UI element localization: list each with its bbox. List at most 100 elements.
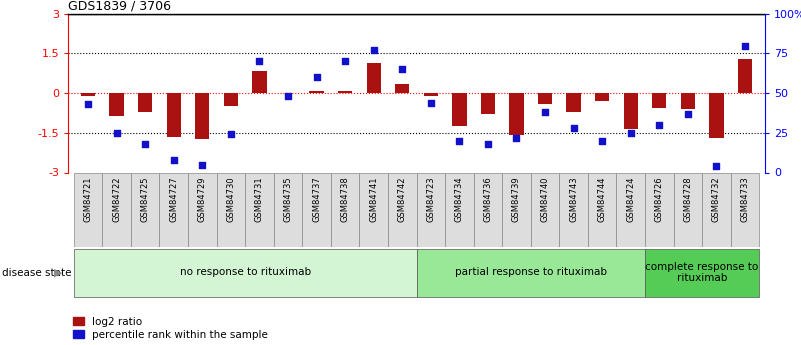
Bar <box>681 93 695 109</box>
Point <box>596 138 609 144</box>
Text: GSM84725: GSM84725 <box>141 176 150 222</box>
Text: no response to rituximab: no response to rituximab <box>179 267 311 277</box>
Legend: log2 ratio, percentile rank within the sample: log2 ratio, percentile rank within the s… <box>74 317 268 340</box>
Bar <box>617 172 645 247</box>
Text: GSM84734: GSM84734 <box>455 176 464 222</box>
Text: GSM84737: GSM84737 <box>312 176 321 222</box>
Text: GSM84727: GSM84727 <box>169 176 179 222</box>
Text: GSM84731: GSM84731 <box>255 176 264 222</box>
Text: GSM84732: GSM84732 <box>712 176 721 222</box>
Bar <box>645 172 674 247</box>
Text: GSM84743: GSM84743 <box>569 176 578 222</box>
Bar <box>81 93 95 96</box>
Bar <box>331 172 360 247</box>
Point <box>339 59 352 64</box>
Bar <box>302 172 331 247</box>
Point <box>167 157 180 162</box>
Bar <box>453 93 466 126</box>
Text: GSM84726: GSM84726 <box>654 176 664 222</box>
Bar <box>195 93 209 139</box>
Bar <box>445 172 473 247</box>
Text: GSM84742: GSM84742 <box>398 176 407 222</box>
Bar <box>131 172 159 247</box>
Text: GSM84740: GSM84740 <box>541 176 549 222</box>
Bar <box>731 172 759 247</box>
Bar <box>624 93 638 129</box>
Bar <box>395 84 409 93</box>
Bar <box>481 93 495 114</box>
Text: disease state: disease state <box>2 268 72 277</box>
Point <box>282 93 295 99</box>
Bar <box>538 93 552 104</box>
Text: GSM84736: GSM84736 <box>484 176 493 222</box>
Bar <box>188 172 216 247</box>
Text: ▶: ▶ <box>54 268 62 277</box>
Bar <box>388 172 417 247</box>
Bar <box>417 249 645 297</box>
Bar <box>309 90 324 93</box>
Text: partial response to rituximab: partial response to rituximab <box>455 267 607 277</box>
Bar <box>245 172 274 247</box>
Point <box>368 48 380 53</box>
Text: GSM84733: GSM84733 <box>740 176 750 222</box>
Text: GSM84739: GSM84739 <box>512 176 521 222</box>
Bar <box>473 172 502 247</box>
Text: GSM84744: GSM84744 <box>598 176 606 222</box>
Point <box>196 162 209 167</box>
Bar <box>223 93 238 106</box>
Bar <box>417 172 445 247</box>
Text: GSM84729: GSM84729 <box>198 176 207 222</box>
Bar <box>103 172 131 247</box>
Text: GSM84722: GSM84722 <box>112 176 121 222</box>
Text: GSM84741: GSM84741 <box>369 176 378 222</box>
Point <box>682 111 694 117</box>
Bar <box>559 172 588 247</box>
Point <box>82 101 95 107</box>
Bar <box>702 172 731 247</box>
Bar <box>167 93 181 137</box>
Bar <box>216 172 245 247</box>
Text: GSM84724: GSM84724 <box>626 176 635 222</box>
Point <box>425 100 437 106</box>
Bar <box>360 172 388 247</box>
Text: complete response to
rituximab: complete response to rituximab <box>646 262 759 283</box>
Point <box>624 130 637 136</box>
Bar <box>424 93 438 96</box>
Bar <box>338 90 352 93</box>
Bar <box>502 172 531 247</box>
Bar <box>252 71 267 93</box>
Bar <box>110 93 124 116</box>
Text: GSM84738: GSM84738 <box>340 176 349 222</box>
Bar <box>367 63 380 93</box>
Point <box>396 67 409 72</box>
Bar <box>74 249 417 297</box>
Point <box>310 75 323 80</box>
Point <box>538 109 551 115</box>
Bar <box>138 93 152 112</box>
Bar <box>159 172 188 247</box>
Text: GSM84728: GSM84728 <box>683 176 692 222</box>
Bar <box>595 93 610 101</box>
Bar <box>674 172 702 247</box>
Point <box>224 132 237 137</box>
Text: GSM84735: GSM84735 <box>284 176 292 222</box>
Point <box>481 141 494 147</box>
Bar <box>709 93 723 138</box>
Point <box>710 164 723 169</box>
Text: GDS1839 / 3706: GDS1839 / 3706 <box>68 0 171 13</box>
Point <box>739 43 751 48</box>
Bar <box>738 59 752 93</box>
Point <box>567 125 580 131</box>
Bar <box>645 249 759 297</box>
Text: GSM84721: GSM84721 <box>83 176 93 222</box>
Bar <box>509 93 524 136</box>
Bar <box>566 93 581 112</box>
Bar <box>274 172 302 247</box>
Bar <box>652 93 666 108</box>
Point <box>453 138 465 144</box>
Point <box>139 141 151 147</box>
Point <box>253 59 266 64</box>
Text: GSM84723: GSM84723 <box>426 176 435 222</box>
Text: GSM84730: GSM84730 <box>227 176 235 222</box>
Bar <box>74 172 103 247</box>
